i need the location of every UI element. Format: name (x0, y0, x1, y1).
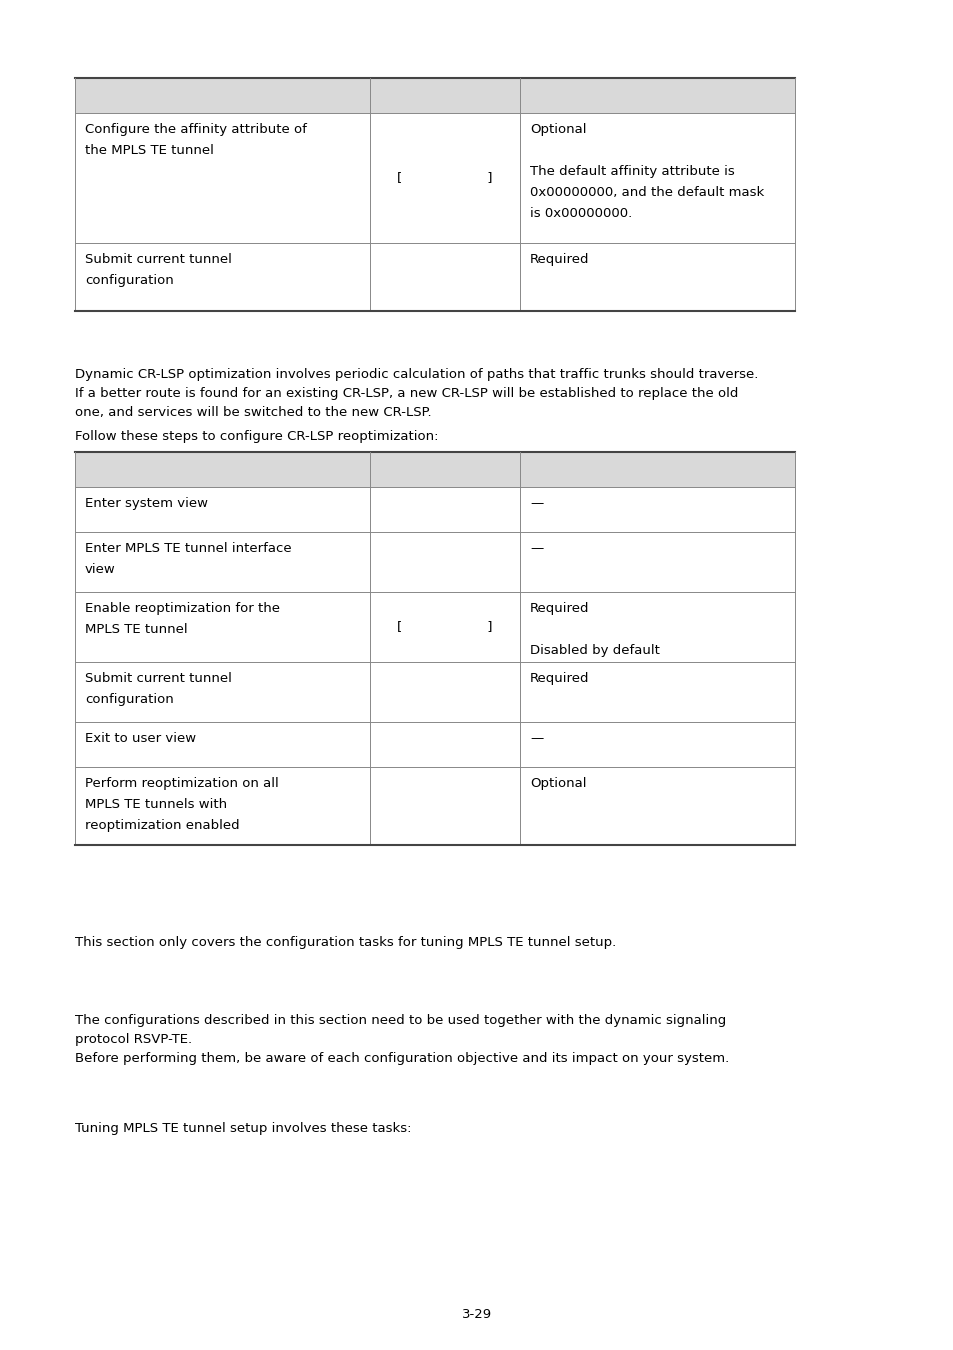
Text: Enter system view: Enter system view (85, 497, 208, 510)
Text: Required: Required (530, 252, 589, 266)
Bar (75, 113, 794, 243)
Text: Exit to user view: Exit to user view (85, 732, 196, 745)
Bar (75, 532, 794, 593)
Text: —: — (530, 497, 542, 510)
Text: Follow these steps to configure CR-LSP reoptimization:: Follow these steps to configure CR-LSP r… (75, 431, 438, 443)
Text: Submit current tunnel
configuration: Submit current tunnel configuration (85, 672, 232, 706)
Text: [                    ]: [ ] (396, 621, 493, 633)
Bar (75, 767, 794, 845)
Bar (75, 78, 794, 113)
Text: Tuning MPLS TE tunnel setup involves these tasks:: Tuning MPLS TE tunnel setup involves the… (75, 1122, 411, 1135)
Bar (75, 722, 794, 767)
Text: Submit current tunnel
configuration: Submit current tunnel configuration (85, 252, 232, 288)
Text: Required: Required (530, 672, 589, 684)
Bar (75, 243, 794, 310)
Text: Perform reoptimization on all
MPLS TE tunnels with
reoptimization enabled: Perform reoptimization on all MPLS TE tu… (85, 778, 278, 832)
Text: 3-29: 3-29 (461, 1308, 492, 1322)
Text: Configure the affinity attribute of
the MPLS TE tunnel: Configure the affinity attribute of the … (85, 123, 307, 157)
Text: —: — (530, 541, 542, 555)
Text: This section only covers the configuration tasks for tuning MPLS TE tunnel setup: This section only covers the configurati… (75, 936, 616, 949)
Text: Enable reoptimization for the
MPLS TE tunnel: Enable reoptimization for the MPLS TE tu… (85, 602, 280, 636)
Bar (75, 452, 794, 487)
Text: Required

Disabled by default: Required Disabled by default (530, 602, 659, 657)
Bar (75, 593, 794, 662)
Text: Enter MPLS TE tunnel interface
view: Enter MPLS TE tunnel interface view (85, 541, 292, 576)
Text: The configurations described in this section need to be used together with the d: The configurations described in this sec… (75, 1014, 728, 1065)
Text: Optional: Optional (530, 778, 586, 790)
Text: Optional

The default affinity attribute is
0x00000000, and the default mask
is : Optional The default affinity attribute … (530, 123, 763, 220)
Text: Dynamic CR-LSP optimization involves periodic calculation of paths that traffic : Dynamic CR-LSP optimization involves per… (75, 369, 758, 418)
Bar (75, 662, 794, 722)
Text: [                    ]: [ ] (396, 171, 493, 185)
Text: —: — (530, 732, 542, 745)
Bar (75, 487, 794, 532)
